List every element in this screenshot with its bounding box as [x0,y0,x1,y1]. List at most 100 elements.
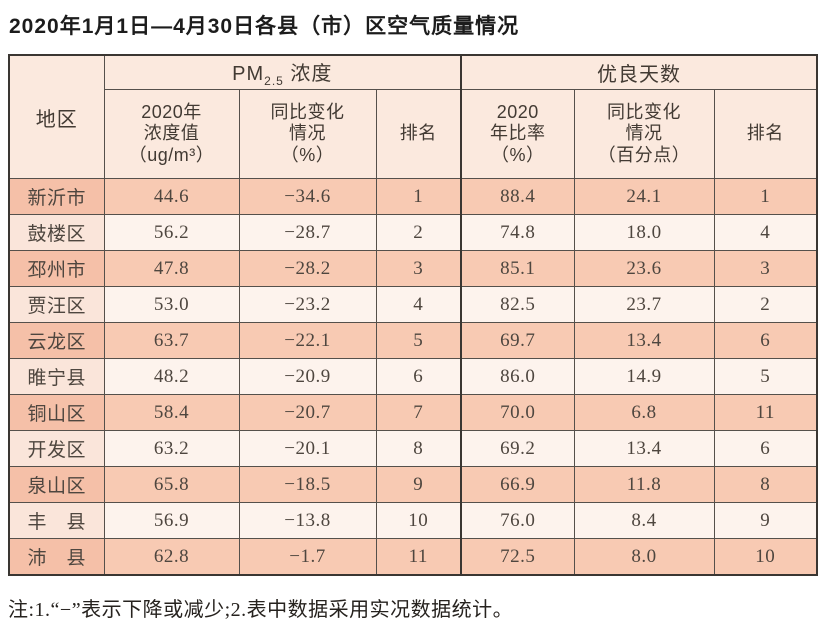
table-row: 邳州市 47.8 −28.2 3 85.1 23.6 3 [8,250,818,287]
col-header-good-ratio: 2020 年比率 （%） [460,89,575,179]
table-header: 地区 PM2.5 浓度 优良天数 2020年 浓度值 （ug/m³） 同比变化 … [8,54,818,179]
value-cell: −34.6 [238,178,377,215]
table-row: 丰 县 56.9 −13.8 10 76.0 8.4 9 [8,502,818,539]
value-cell: 69.2 [460,430,575,467]
value-cell: 88.4 [460,178,575,215]
value-cell: 3 [375,250,462,287]
table-row: 新沂市 44.6 −34.6 1 88.4 24.1 1 [8,178,818,215]
value-cell: 6 [713,430,818,467]
value-cell: 1 [375,178,462,215]
value-cell: 10 [375,502,462,539]
value-cell: −20.9 [238,358,377,395]
value-cell: 5 [375,322,462,359]
value-cell: 63.7 [103,322,240,359]
col-group-pm25: PM2.5 浓度 [103,54,462,90]
col-group-good-days: 优良天数 [460,54,818,90]
value-cell: 53.0 [103,286,240,323]
region-cell: 泉山区 [8,466,105,503]
region-cell: 沛 县 [8,538,105,576]
header-sub-row: 2020年 浓度值 （ug/m³） 同比变化 情况 （%） 排名 2020 年比… [9,89,818,179]
col-header-good-change: 同比变化 情况 （百分点） [573,89,715,179]
value-cell: 4 [713,214,818,251]
value-cell: 74.8 [460,214,575,251]
value-cell: 62.8 [103,538,240,576]
value-cell: 66.9 [460,466,575,503]
value-cell: 10 [713,538,818,576]
air-quality-table: 地区 PM2.5 浓度 优良天数 2020年 浓度值 （ug/m³） 同比变化 … [8,54,819,576]
table-row: 云龙区 63.7 −22.1 5 69.7 13.4 6 [8,322,818,359]
value-cell: −1.7 [238,538,377,576]
value-cell: 69.7 [460,322,575,359]
value-cell: 6 [375,358,462,395]
value-cell: 8 [375,430,462,467]
value-cell: 6 [713,322,818,359]
value-cell: 7 [375,394,462,431]
value-cell: 70.0 [460,394,575,431]
region-cell: 云龙区 [8,322,105,359]
region-cell: 鼓楼区 [8,214,105,251]
col-header-region: 地区 [8,54,105,179]
footnote: 注:1.“−”表示下降或减少;2.表中数据采用实况数据统计。 [8,599,514,621]
value-cell: 9 [713,502,818,539]
value-cell: 5 [713,358,818,395]
value-cell: 11 [713,394,818,431]
table-body: 新沂市 44.6 −34.6 1 88.4 24.1 1 鼓楼区 56.2 −28.7 2 74.8 1… [8,178,818,576]
table-row: 贾汪区 53.0 −23.2 4 82.5 23.7 2 [8,286,818,323]
value-cell: −20.7 [238,394,377,431]
value-cell: 1 [713,178,818,215]
value-cell: 63.2 [103,430,240,467]
value-cell: 65.8 [103,466,240,503]
value-cell: 86.0 [460,358,575,395]
value-cell: 72.5 [460,538,575,576]
value-cell: 2 [375,214,462,251]
col-header-good-rank: 排名 [713,89,818,179]
value-cell: 6.8 [573,394,715,431]
value-cell: −23.2 [238,286,377,323]
region-cell: 丰 县 [8,502,105,539]
table-row: 睢宁县 48.2 −20.9 6 86.0 14.9 5 [8,358,818,395]
table-row: 开发区 63.2 −20.1 8 69.2 13.4 6 [8,430,818,467]
value-cell: 18.0 [573,214,715,251]
value-cell: 14.9 [573,358,715,395]
value-cell: −28.2 [238,250,377,287]
pm25-label-suffix: 浓度 [283,63,333,85]
value-cell: 24.1 [573,178,715,215]
value-cell: 11.8 [573,466,715,503]
value-cell: 48.2 [103,358,240,395]
value-cell: 44.6 [103,178,240,215]
value-cell: 13.4 [573,322,715,359]
value-cell: −22.1 [238,322,377,359]
value-cell: 8.0 [573,538,715,576]
value-cell: −13.8 [238,502,377,539]
region-cell: 铜山区 [8,394,105,431]
header-group-row: 地区 PM2.5 浓度 优良天数 [8,54,818,179]
value-cell: 76.0 [460,502,575,539]
value-cell: 11 [375,538,462,576]
table-row: 铜山区 58.4 −20.7 7 70.0 6.8 11 [8,394,818,431]
pm25-label-prefix: PM [232,63,265,85]
value-cell: 8 [713,466,818,503]
col-header-pm-change: 同比变化 情况 （%） [238,89,377,179]
table-row: 泉山区 65.8 −18.5 9 66.9 11.8 8 [8,466,818,503]
value-cell: −28.7 [238,214,377,251]
value-cell: 58.4 [103,394,240,431]
value-cell: 2 [713,286,818,323]
value-cell: 23.6 [573,250,715,287]
value-cell: 3 [713,250,818,287]
value-cell: 23.7 [573,286,715,323]
value-cell: 85.1 [460,250,575,287]
region-cell: 睢宁县 [8,358,105,395]
col-header-pm-value: 2020年 浓度值 （ug/m³） [103,89,240,179]
value-cell: 4 [375,286,462,323]
value-cell: 9 [375,466,462,503]
page-title: 2020年1月1日—4月30日各县（市）区空气质量情况 [9,15,520,38]
value-cell: 13.4 [573,430,715,467]
table-row: 鼓楼区 56.2 −28.7 2 74.8 18.0 4 [8,214,818,251]
value-cell: 56.2 [103,214,240,251]
table-row: 沛 县 62.8 −1.7 11 72.5 8.0 10 [8,538,818,576]
value-cell: 82.5 [460,286,575,323]
value-cell: 47.8 [103,250,240,287]
value-cell: 8.4 [573,502,715,539]
pm25-label-subscript: 2.5 [264,74,284,88]
